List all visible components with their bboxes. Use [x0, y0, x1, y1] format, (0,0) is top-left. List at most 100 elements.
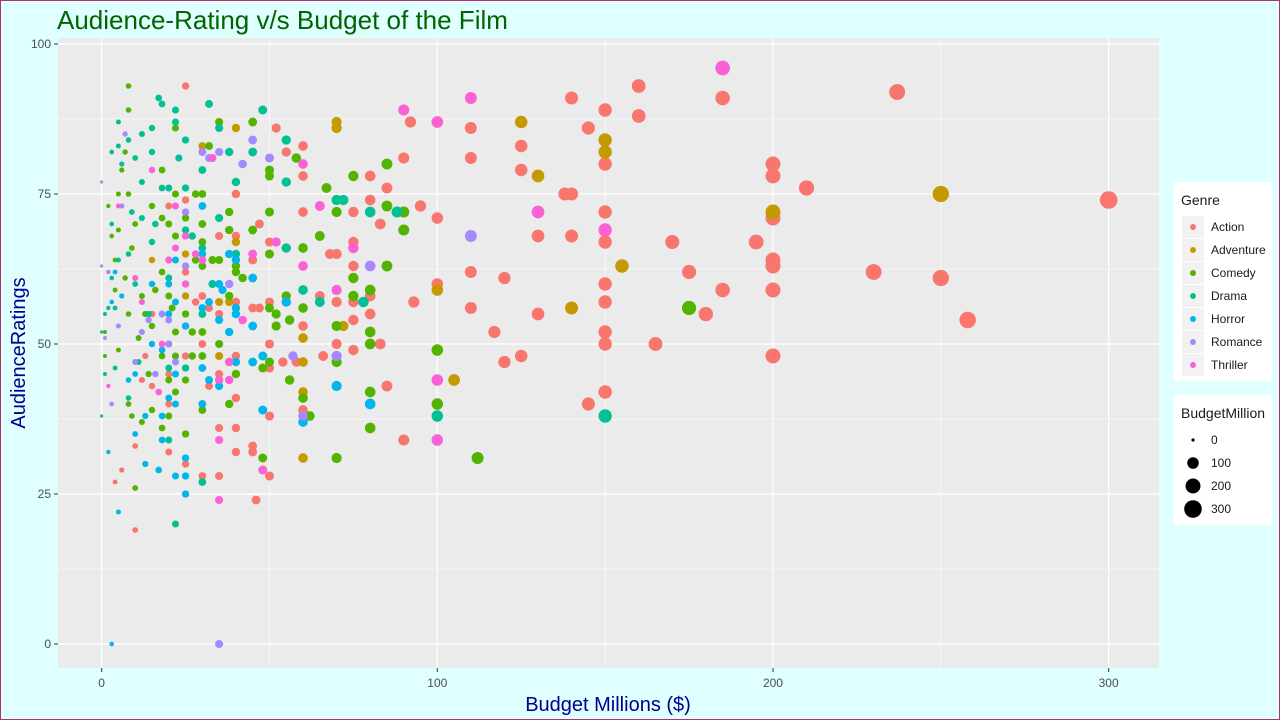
data-point-action [398, 152, 410, 164]
data-point-horror [171, 298, 180, 306]
data-point-romance [238, 159, 247, 169]
data-point-action [865, 264, 882, 280]
data-point-action [464, 122, 477, 134]
data-point-drama [158, 184, 166, 192]
data-point-action [598, 103, 612, 117]
data-point-horror [218, 285, 227, 295]
data-point-drama [231, 249, 241, 259]
data-point-action [298, 207, 308, 217]
data-point-action [404, 116, 417, 128]
data-point-comedy [165, 220, 173, 228]
legend-key-romance [1190, 339, 1196, 345]
data-point-drama [100, 414, 104, 418]
data-point-horror [112, 269, 118, 275]
data-point-comedy [348, 170, 359, 182]
data-point-action [132, 443, 139, 449]
data-point-action [331, 296, 342, 308]
data-point-romance [100, 264, 104, 268]
data-point-adventure [231, 237, 241, 247]
data-point-thriller [348, 242, 359, 254]
data-point-action [598, 325, 612, 339]
data-point-drama [115, 119, 121, 125]
y-axis: 0 25 50 75 100 [31, 37, 58, 651]
data-point-action [464, 152, 477, 164]
data-point-horror [225, 249, 234, 259]
data-point-horror [258, 405, 268, 415]
data-point-comedy [165, 412, 173, 420]
data-point-adventure [514, 115, 528, 129]
data-point-drama [109, 149, 115, 155]
data-point-comedy [231, 261, 241, 271]
data-point-drama [115, 257, 121, 263]
data-point-comedy [125, 191, 132, 197]
data-point-action [488, 325, 501, 339]
data-point-action [264, 471, 275, 481]
data-point-comedy [171, 388, 180, 396]
data-point-action [1099, 191, 1118, 209]
data-point-action [959, 311, 976, 329]
data-point-comedy [188, 328, 197, 336]
data-point-comedy [188, 352, 197, 360]
data-point-action [748, 234, 764, 250]
data-point-comedy [191, 190, 200, 198]
data-point-action [381, 182, 393, 194]
data-point-comedy [138, 292, 145, 300]
data-point-thriller [138, 298, 145, 306]
data-point-drama [258, 105, 268, 115]
data-point-horror [142, 460, 149, 468]
data-point-drama [358, 296, 369, 308]
data-point-comedy [181, 376, 190, 384]
data-point-action [715, 90, 730, 106]
data-point-drama [165, 436, 173, 444]
legend-budget-size: BudgetMillion 0 100 200 300 [1174, 395, 1272, 525]
data-point-drama [431, 410, 444, 422]
data-point-thriller [106, 383, 111, 389]
data-point-comedy [364, 422, 376, 434]
data-point-comedy [215, 339, 224, 349]
data-point-drama [281, 135, 291, 145]
data-point-romance [100, 180, 104, 184]
legend-label-comedy: Comedy [1211, 266, 1256, 280]
data-point-adventure [198, 142, 207, 150]
data-point-action [398, 434, 410, 446]
data-point-thriller [198, 256, 207, 264]
data-point-comedy [129, 245, 135, 251]
data-point-action [364, 194, 376, 206]
legend-genre-title: Genre [1181, 192, 1220, 208]
data-point-thriller [238, 315, 247, 325]
chart-title: Audience-Rating v/s Budget of the Film [57, 5, 508, 35]
data-point-comedy [198, 190, 207, 198]
data-point-romance [122, 131, 128, 137]
data-point-adventure [565, 301, 579, 315]
y-tick-label: 100 [31, 37, 51, 51]
data-point-horror [215, 315, 224, 325]
data-point-adventure [765, 204, 781, 220]
data-point-horror [171, 400, 180, 408]
data-point-action [215, 309, 224, 319]
data-point-drama [198, 244, 207, 252]
data-point-comedy [125, 83, 132, 89]
data-point-adventure [298, 333, 308, 343]
data-point-action [298, 321, 308, 331]
legend-label-action: Action [1211, 220, 1244, 234]
data-point-action [231, 189, 241, 199]
data-point-drama [148, 124, 156, 132]
legend-label-romance: Romance [1211, 335, 1263, 349]
data-point-comedy [298, 393, 308, 403]
data-point-thriller [298, 261, 308, 271]
data-point-comedy [106, 203, 111, 209]
legend-size-label: 0 [1211, 433, 1218, 447]
data-point-comedy [165, 376, 173, 384]
data-point-comedy [138, 418, 145, 426]
data-point-adventure [215, 351, 224, 361]
data-point-action [254, 303, 264, 313]
data-point-thriller [215, 435, 224, 445]
data-point-adventure [181, 250, 190, 258]
data-point-thriller [181, 232, 190, 240]
data-point-drama [171, 106, 180, 114]
data-point-comedy [122, 275, 128, 281]
data-point-action [181, 196, 190, 204]
data-point-drama [138, 178, 145, 186]
data-point-action [581, 397, 595, 411]
data-point-comedy [132, 485, 139, 491]
